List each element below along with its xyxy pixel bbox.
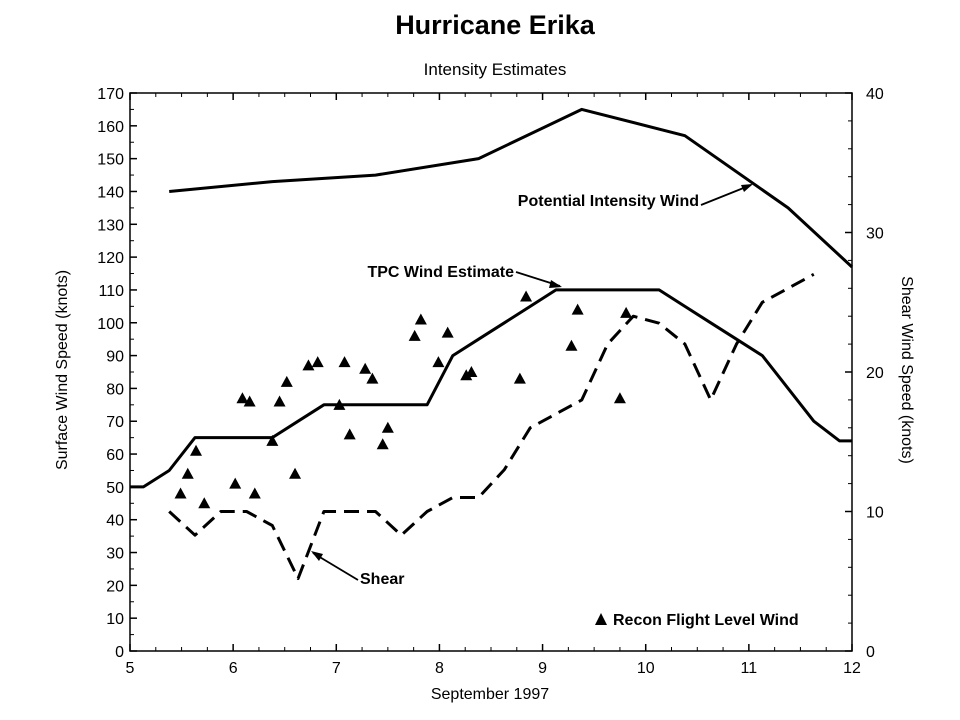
recon-point bbox=[460, 369, 473, 381]
recon-point bbox=[366, 372, 379, 384]
x-tick-label: 9 bbox=[538, 660, 547, 677]
recon-point bbox=[414, 313, 427, 325]
y2-tick-label: 40 bbox=[866, 86, 884, 103]
recon-point bbox=[381, 421, 394, 433]
x-tick-label: 5 bbox=[126, 660, 135, 677]
recon-point bbox=[266, 434, 279, 446]
annotation-tpc-wind-estimate: TPC Wind Estimate bbox=[367, 264, 514, 281]
recon-point bbox=[520, 290, 533, 302]
y-tick-label: 60 bbox=[106, 447, 124, 464]
y-tick-label: 0 bbox=[115, 644, 124, 661]
y-tick-label: 170 bbox=[97, 86, 124, 103]
recon-point bbox=[338, 356, 351, 368]
y-axis-label: Surface Wind Speed (knots) bbox=[54, 270, 71, 470]
recon-point bbox=[432, 356, 445, 368]
recon-point bbox=[302, 359, 315, 371]
y-tick-label: 120 bbox=[97, 250, 124, 267]
x-tick-label: 10 bbox=[637, 660, 655, 677]
recon-point bbox=[343, 428, 356, 440]
recon-point bbox=[236, 392, 249, 404]
chart-title: Hurricane Erika bbox=[395, 10, 595, 40]
annotation-potential-intensity-wind: Potential Intensity Wind bbox=[518, 193, 699, 210]
recon-point bbox=[376, 438, 389, 450]
y2-tick-label: 0 bbox=[866, 644, 875, 661]
y-tick-label: 50 bbox=[106, 480, 124, 497]
annotation-arrowhead-tpc bbox=[549, 280, 562, 288]
recon-point bbox=[571, 303, 584, 315]
y-tick-label: 10 bbox=[106, 611, 124, 628]
series-line-potential-intensity-wind bbox=[169, 107, 854, 269]
y-tick-label: 80 bbox=[106, 381, 124, 398]
y2-tick-label: 30 bbox=[866, 226, 884, 243]
recon-point bbox=[311, 356, 324, 368]
y2-tick-label: 10 bbox=[866, 505, 884, 522]
y2-tick-label: 20 bbox=[866, 365, 884, 382]
x-tick-label: 12 bbox=[843, 660, 861, 677]
y2-axis-label: Shear Wind Speed (knots) bbox=[898, 276, 915, 464]
recon-point bbox=[565, 339, 578, 351]
recon-point bbox=[408, 329, 421, 341]
recon-point bbox=[243, 395, 256, 407]
recon-point bbox=[513, 372, 526, 384]
recon-point bbox=[174, 487, 187, 499]
y-tick-label: 150 bbox=[97, 152, 124, 169]
recon-point bbox=[280, 375, 293, 387]
recon-point bbox=[333, 398, 346, 410]
recon-point bbox=[190, 444, 203, 456]
legend-label-recon: Recon Flight Level Wind bbox=[613, 612, 799, 629]
y-tick-label: 160 bbox=[97, 119, 124, 136]
recon-point bbox=[248, 487, 261, 499]
x-tick-label: 7 bbox=[332, 660, 341, 677]
y-tick-label: 70 bbox=[106, 414, 124, 431]
y-tick-label: 30 bbox=[106, 546, 124, 563]
annotation-arrowhead-shear bbox=[311, 551, 323, 561]
y-tick-label: 100 bbox=[97, 316, 124, 333]
annotation-shear: Shear bbox=[360, 571, 404, 588]
recon-point bbox=[229, 477, 242, 489]
y-tick-label: 90 bbox=[106, 349, 124, 366]
recon-point bbox=[289, 467, 302, 479]
recon-point bbox=[613, 392, 626, 404]
y-tick-label: 40 bbox=[106, 513, 124, 530]
series-line-tpc-wind-estimate bbox=[130, 288, 852, 489]
recon-point bbox=[620, 306, 633, 318]
legend-marker-triangle bbox=[595, 613, 607, 625]
series-line-shear bbox=[168, 272, 815, 580]
recon-point bbox=[465, 366, 478, 377]
y-tick-label: 20 bbox=[106, 578, 124, 595]
recon-point bbox=[181, 467, 194, 479]
recon-point bbox=[198, 497, 211, 509]
y-tick-label: 140 bbox=[97, 184, 124, 201]
x-tick-label: 11 bbox=[741, 660, 758, 677]
chart-subtitle: Intensity Estimates bbox=[423, 60, 567, 79]
x-tick-label: 8 bbox=[435, 660, 444, 677]
x-tick-label: 6 bbox=[229, 660, 238, 677]
recon-point bbox=[359, 362, 372, 374]
x-axis-label: September 1997 bbox=[431, 686, 549, 703]
y-tick-label: 130 bbox=[97, 217, 124, 234]
recon-point bbox=[273, 395, 286, 407]
recon-point bbox=[441, 326, 454, 338]
annotation-arrowhead-potential bbox=[741, 184, 753, 192]
y-tick-label: 110 bbox=[98, 283, 124, 300]
